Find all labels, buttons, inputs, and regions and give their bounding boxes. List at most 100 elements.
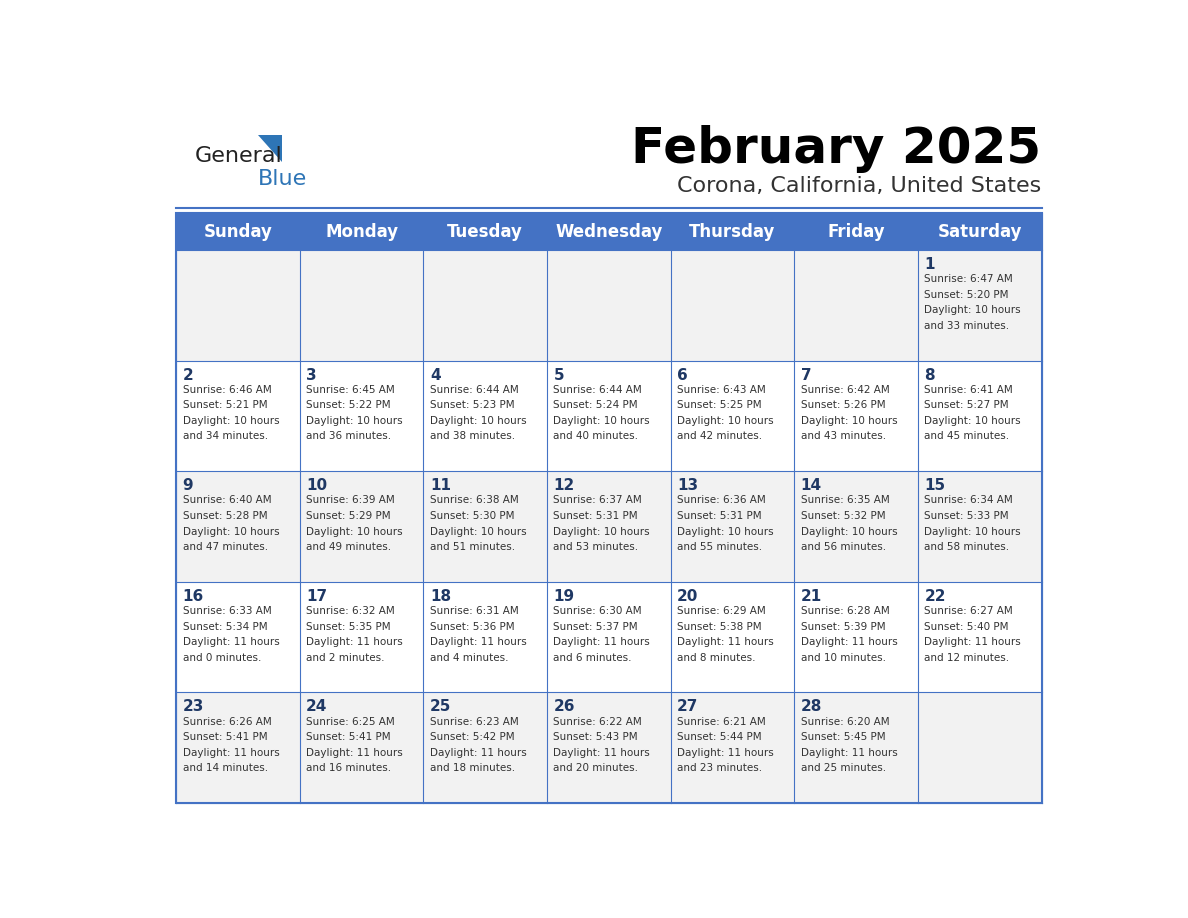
Text: Sunrise: 6:32 AM: Sunrise: 6:32 AM	[307, 606, 394, 616]
Text: Sunrise: 6:33 AM: Sunrise: 6:33 AM	[183, 606, 271, 616]
Bar	[176, 250, 1042, 361]
Text: Sunrise: 6:47 AM: Sunrise: 6:47 AM	[924, 274, 1013, 285]
Text: Daylight: 11 hours: Daylight: 11 hours	[307, 747, 403, 757]
Text: Sunrise: 6:46 AM: Sunrise: 6:46 AM	[183, 385, 271, 395]
Text: Sunset: 5:32 PM: Sunset: 5:32 PM	[801, 511, 885, 521]
Bar	[176, 213, 1042, 803]
Text: and 56 minutes.: and 56 minutes.	[801, 542, 886, 552]
Text: Sunset: 5:40 PM: Sunset: 5:40 PM	[924, 621, 1009, 632]
Text: 24: 24	[307, 700, 328, 714]
Text: Sunrise: 6:44 AM: Sunrise: 6:44 AM	[430, 385, 519, 395]
Text: and 51 minutes.: and 51 minutes.	[430, 542, 514, 552]
Text: 2: 2	[183, 368, 194, 383]
Text: Daylight: 10 hours: Daylight: 10 hours	[924, 527, 1020, 536]
Text: Sunrise: 6:40 AM: Sunrise: 6:40 AM	[183, 496, 271, 506]
Text: Daylight: 10 hours: Daylight: 10 hours	[801, 527, 897, 536]
Text: Daylight: 11 hours: Daylight: 11 hours	[183, 637, 279, 647]
Text: 25: 25	[430, 700, 451, 714]
Text: Daylight: 11 hours: Daylight: 11 hours	[801, 747, 897, 757]
Text: 19: 19	[554, 588, 575, 604]
Text: Daylight: 11 hours: Daylight: 11 hours	[430, 637, 526, 647]
Text: Sunrise: 6:21 AM: Sunrise: 6:21 AM	[677, 717, 766, 726]
Text: Sunrise: 6:39 AM: Sunrise: 6:39 AM	[307, 496, 394, 506]
Text: Sunset: 5:36 PM: Sunset: 5:36 PM	[430, 621, 514, 632]
Text: and 47 minutes.: and 47 minutes.	[183, 542, 267, 552]
Text: Sunset: 5:44 PM: Sunset: 5:44 PM	[677, 732, 762, 742]
Text: 13: 13	[677, 478, 699, 493]
Text: Sunrise: 6:26 AM: Sunrise: 6:26 AM	[183, 717, 271, 726]
Text: 5: 5	[554, 368, 564, 383]
Text: Daylight: 11 hours: Daylight: 11 hours	[430, 747, 526, 757]
Text: Sunrise: 6:23 AM: Sunrise: 6:23 AM	[430, 717, 519, 726]
Text: Sunset: 5:33 PM: Sunset: 5:33 PM	[924, 511, 1009, 521]
Text: Corona, California, United States: Corona, California, United States	[677, 175, 1042, 196]
Text: Tuesday: Tuesday	[447, 223, 523, 241]
Text: Saturday: Saturday	[937, 223, 1022, 241]
Text: Daylight: 10 hours: Daylight: 10 hours	[430, 527, 526, 536]
Text: Sunset: 5:20 PM: Sunset: 5:20 PM	[924, 290, 1009, 300]
Text: 20: 20	[677, 588, 699, 604]
Text: Daylight: 10 hours: Daylight: 10 hours	[183, 527, 279, 536]
Text: Sunset: 5:41 PM: Sunset: 5:41 PM	[307, 732, 391, 742]
Text: and 0 minutes.: and 0 minutes.	[183, 653, 261, 663]
Text: and 10 minutes.: and 10 minutes.	[801, 653, 886, 663]
Text: Daylight: 10 hours: Daylight: 10 hours	[924, 416, 1020, 426]
Text: Blue: Blue	[258, 169, 308, 189]
Text: 21: 21	[801, 588, 822, 604]
Text: Sunset: 5:29 PM: Sunset: 5:29 PM	[307, 511, 391, 521]
Text: and 38 minutes.: and 38 minutes.	[430, 431, 514, 442]
Text: Sunset: 5:37 PM: Sunset: 5:37 PM	[554, 621, 638, 632]
Text: 3: 3	[307, 368, 317, 383]
Text: Wednesday: Wednesday	[555, 223, 663, 241]
Text: Daylight: 10 hours: Daylight: 10 hours	[430, 416, 526, 426]
Text: Sunset: 5:45 PM: Sunset: 5:45 PM	[801, 732, 885, 742]
Text: and 33 minutes.: and 33 minutes.	[924, 321, 1010, 331]
Text: and 42 minutes.: and 42 minutes.	[677, 431, 763, 442]
Text: and 43 minutes.: and 43 minutes.	[801, 431, 886, 442]
Text: 12: 12	[554, 478, 575, 493]
Text: and 45 minutes.: and 45 minutes.	[924, 431, 1010, 442]
Text: and 25 minutes.: and 25 minutes.	[801, 763, 886, 773]
Text: Sunrise: 6:34 AM: Sunrise: 6:34 AM	[924, 496, 1013, 506]
Text: Sunrise: 6:22 AM: Sunrise: 6:22 AM	[554, 717, 643, 726]
Text: Monday: Monday	[326, 223, 398, 241]
Text: Sunrise: 6:37 AM: Sunrise: 6:37 AM	[554, 496, 643, 506]
Text: 23: 23	[183, 700, 204, 714]
Text: and 23 minutes.: and 23 minutes.	[677, 763, 763, 773]
Text: Sunset: 5:34 PM: Sunset: 5:34 PM	[183, 621, 267, 632]
Text: and 6 minutes.: and 6 minutes.	[554, 653, 632, 663]
Text: Sunrise: 6:43 AM: Sunrise: 6:43 AM	[677, 385, 766, 395]
Text: Sunrise: 6:30 AM: Sunrise: 6:30 AM	[554, 606, 642, 616]
Text: Sunset: 5:27 PM: Sunset: 5:27 PM	[924, 400, 1009, 410]
Text: 7: 7	[801, 368, 811, 383]
Bar	[176, 692, 1042, 803]
Text: and 36 minutes.: and 36 minutes.	[307, 431, 391, 442]
Text: 16: 16	[183, 588, 204, 604]
Text: Daylight: 10 hours: Daylight: 10 hours	[677, 416, 773, 426]
Text: Sunrise: 6:38 AM: Sunrise: 6:38 AM	[430, 496, 519, 506]
Text: 22: 22	[924, 588, 946, 604]
Text: Daylight: 10 hours: Daylight: 10 hours	[554, 527, 650, 536]
Text: Sunset: 5:26 PM: Sunset: 5:26 PM	[801, 400, 885, 410]
Text: Sunrise: 6:44 AM: Sunrise: 6:44 AM	[554, 385, 643, 395]
Text: 4: 4	[430, 368, 441, 383]
Text: 8: 8	[924, 368, 935, 383]
Text: 11: 11	[430, 478, 450, 493]
Text: Friday: Friday	[827, 223, 885, 241]
Text: and 8 minutes.: and 8 minutes.	[677, 653, 756, 663]
Text: 9: 9	[183, 478, 194, 493]
Text: Thursday: Thursday	[689, 223, 776, 241]
Text: and 4 minutes.: and 4 minutes.	[430, 653, 508, 663]
Text: and 58 minutes.: and 58 minutes.	[924, 542, 1010, 552]
Text: Daylight: 10 hours: Daylight: 10 hours	[183, 416, 279, 426]
Text: Sunset: 5:28 PM: Sunset: 5:28 PM	[183, 511, 267, 521]
Text: Daylight: 11 hours: Daylight: 11 hours	[554, 747, 650, 757]
Text: Daylight: 10 hours: Daylight: 10 hours	[554, 416, 650, 426]
Bar	[176, 582, 1042, 692]
Text: Sunset: 5:31 PM: Sunset: 5:31 PM	[677, 511, 762, 521]
Text: Sunset: 5:42 PM: Sunset: 5:42 PM	[430, 732, 514, 742]
Text: Daylight: 11 hours: Daylight: 11 hours	[677, 747, 773, 757]
Text: Daylight: 10 hours: Daylight: 10 hours	[924, 306, 1020, 316]
Text: and 12 minutes.: and 12 minutes.	[924, 653, 1010, 663]
Text: Sunset: 5:43 PM: Sunset: 5:43 PM	[554, 732, 638, 742]
